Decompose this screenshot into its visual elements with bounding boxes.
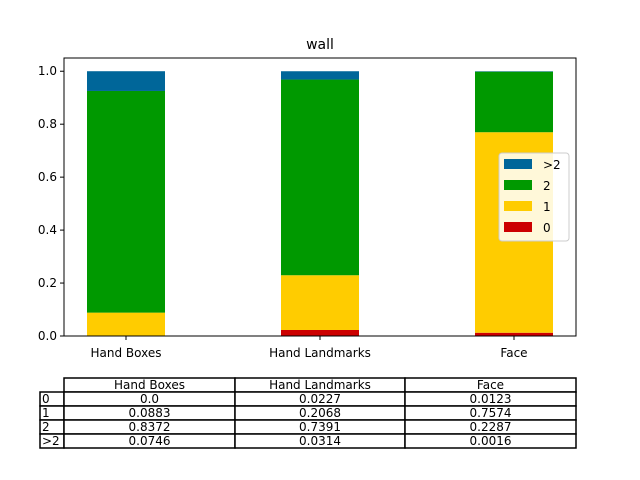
table-col-label: Face xyxy=(477,378,504,392)
legend-frame xyxy=(498,152,570,242)
y-tick-label: 0.4 xyxy=(38,223,57,237)
legend: >2 2 1 0 xyxy=(498,152,570,242)
legend-label: 1 xyxy=(543,200,551,214)
bar-segment xyxy=(281,79,359,276)
legend-swatch xyxy=(504,159,532,169)
table-cell-value: 0.0 xyxy=(140,392,159,406)
legend-swatch xyxy=(504,201,532,211)
table-col-label: Hand Landmarks xyxy=(269,378,371,392)
bar-segment xyxy=(281,71,359,80)
bar-segment xyxy=(475,332,553,336)
table-cell-value: 0.0227 xyxy=(299,392,341,406)
x-tick-label: Hand Boxes xyxy=(91,346,162,360)
table-row-label: 0 xyxy=(42,392,50,406)
y-tick-label: 0.0 xyxy=(38,329,57,343)
legend-swatch xyxy=(504,222,532,232)
legend-swatch xyxy=(504,180,532,190)
table-cell-value: 0.0123 xyxy=(470,392,512,406)
legend-label: >2 xyxy=(543,158,561,172)
table-cell-value: 0.7391 xyxy=(299,420,341,434)
bar-segment xyxy=(87,71,165,91)
y-tick-label: 0.2 xyxy=(38,276,57,290)
table-cell-value: 0.2068 xyxy=(299,406,341,420)
table-cell-value: 0.0016 xyxy=(470,434,512,448)
y-tick-label: 1.0 xyxy=(38,64,57,78)
bars-group xyxy=(87,71,553,336)
legend-label: 2 xyxy=(543,179,551,193)
chart-title: wall xyxy=(306,37,334,53)
table-cell xyxy=(404,433,577,449)
table-cell-value: 0.7574 xyxy=(470,406,512,420)
table-col-label: Hand Boxes xyxy=(114,378,185,392)
bar-segment xyxy=(281,329,359,336)
bar-segment xyxy=(87,312,165,336)
bar-segment xyxy=(281,275,359,330)
y-tick-label: 0.8 xyxy=(38,117,57,131)
legend-label: 0 xyxy=(543,221,551,235)
x-tick-label: Face xyxy=(500,346,527,360)
bar-segment xyxy=(87,90,165,313)
table-cell-value: 0.0883 xyxy=(129,406,171,420)
bar-segment xyxy=(475,71,553,133)
table-row-label: 2 xyxy=(42,420,50,434)
table-row-label: 1 xyxy=(42,406,50,420)
y-tick-label: 0.6 xyxy=(38,170,57,184)
table-cell-value: 0.2287 xyxy=(470,420,512,434)
x-tick-label: Hand Landmarks xyxy=(269,346,371,360)
table-cell-value: 0.0314 xyxy=(299,434,341,448)
x-axis: Hand Boxes Hand Landmarks Face xyxy=(91,336,528,360)
table-cell-value: 0.0746 xyxy=(129,434,171,448)
table-cell-value: 0.8372 xyxy=(129,420,171,434)
table-row-label: >2 xyxy=(42,434,60,448)
y-axis: 0.0 0.2 0.4 0.6 0.8 1.0 xyxy=(38,64,64,343)
